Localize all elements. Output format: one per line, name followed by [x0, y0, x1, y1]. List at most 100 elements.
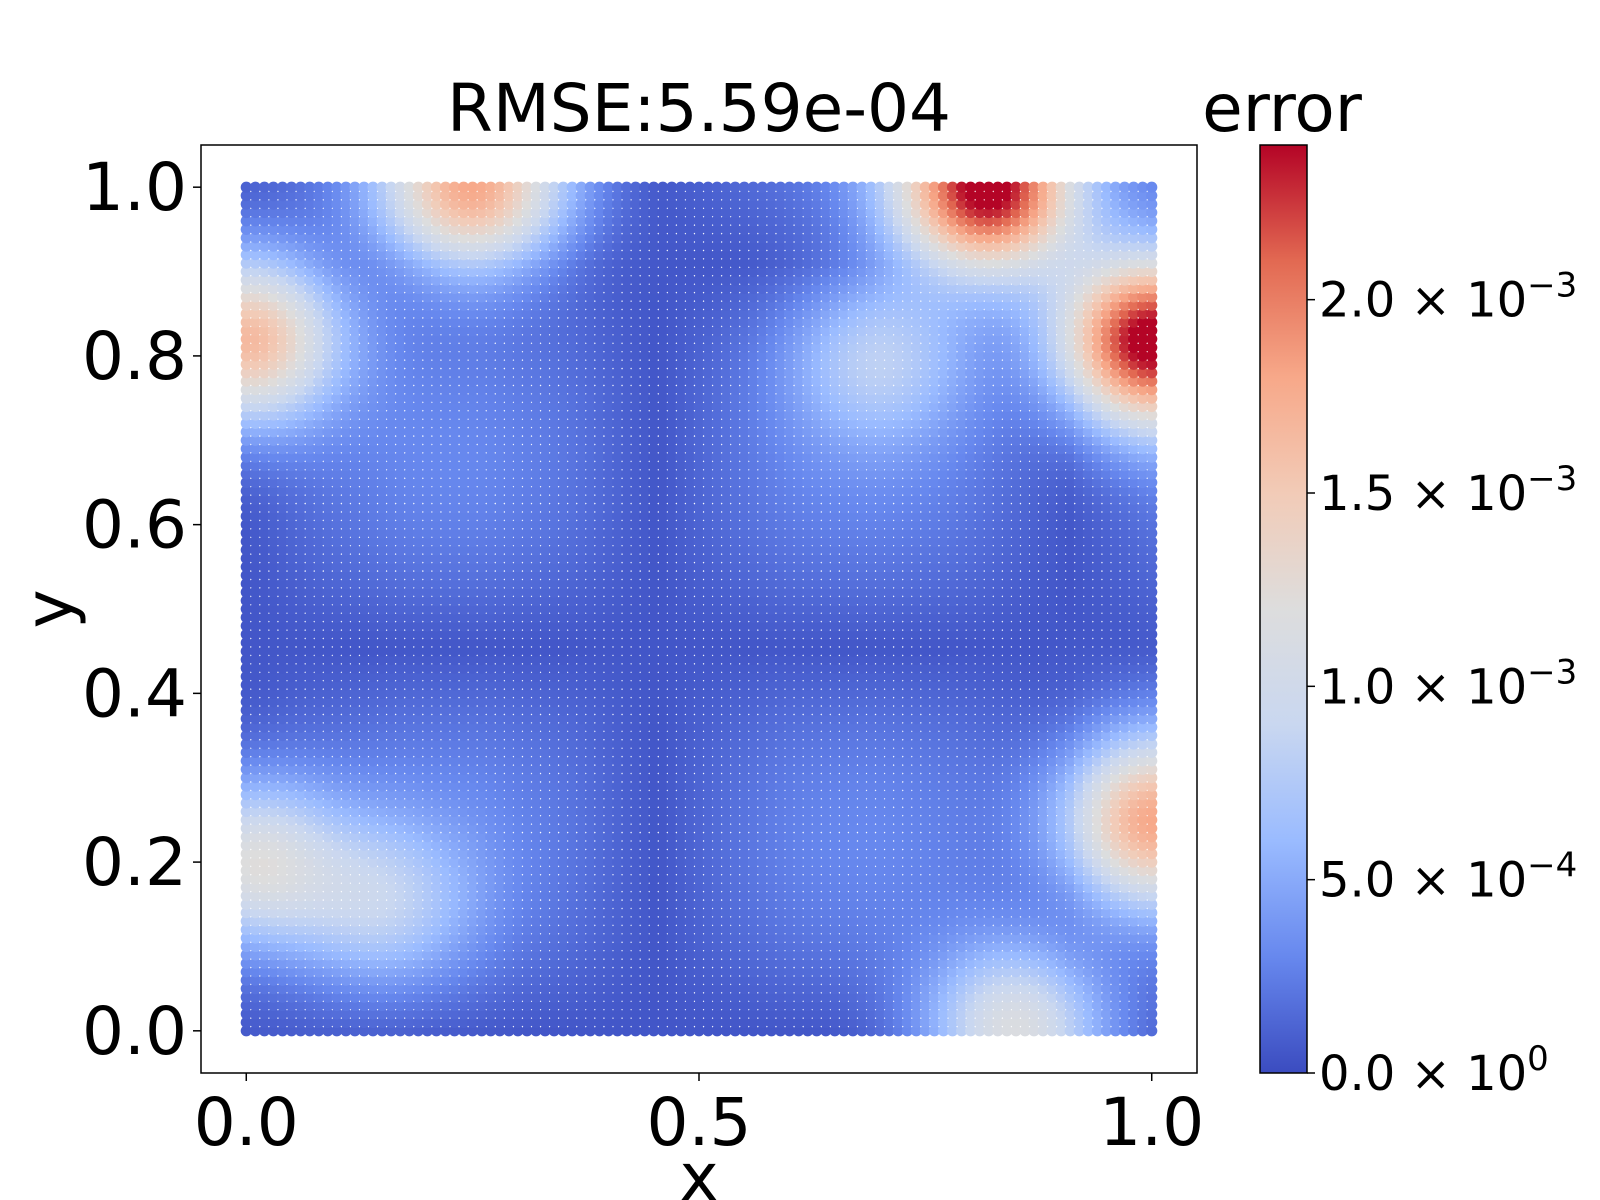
- scatter-point: [747, 1008, 759, 1020]
- scatter-point: [774, 1008, 787, 1020]
- scatter-point: [829, 999, 841, 1012]
- scatter-point: [602, 982, 615, 995]
- scatter-point: [593, 991, 606, 1003]
- scatter-point: [1046, 949, 1058, 961]
- scatter-point: [575, 966, 587, 978]
- scatter-point: [602, 940, 615, 953]
- scatter-point: [466, 1025, 479, 1037]
- scatter-point: [340, 1025, 352, 1037]
- scatter-point: [974, 991, 986, 1003]
- scatter-point: [811, 974, 823, 986]
- scatter-point: [249, 949, 261, 961]
- scatter-point: [820, 957, 832, 969]
- scatter-point: [802, 1008, 814, 1020]
- scatter-point: [358, 991, 370, 1003]
- scatter-point: [494, 974, 506, 986]
- scatter-point: [648, 957, 660, 969]
- scatter-point: [811, 1016, 823, 1029]
- scatter-point: [412, 974, 424, 986]
- scatter-point: [1137, 966, 1149, 978]
- scatter-point: [539, 1016, 551, 1029]
- scatter-point: [702, 974, 714, 986]
- scatter-point: [738, 1008, 750, 1020]
- scatter-point: [494, 1016, 506, 1029]
- scatter-point: [937, 991, 950, 1003]
- scatter-point: [1127, 991, 1140, 1003]
- scatter-point: [294, 1016, 307, 1029]
- scatter-point: [946, 1008, 959, 1020]
- scatter-point: [829, 991, 841, 1003]
- scatter-point: [783, 949, 796, 961]
- scatter-point: [1091, 949, 1104, 961]
- scatter-point: [276, 966, 289, 978]
- scatter-point: [313, 1008, 325, 1020]
- scatter-point: [466, 982, 479, 995]
- scatter-point: [720, 1016, 732, 1029]
- scatter-point: [285, 957, 298, 969]
- scatter-point: [258, 940, 271, 953]
- scatter-point: [666, 1025, 678, 1037]
- scatter-point: [322, 940, 334, 953]
- scatter-point: [1100, 1016, 1113, 1029]
- scatter-point: [1019, 999, 1031, 1012]
- scatter-point: [476, 974, 488, 986]
- scatter-point: [639, 999, 651, 1012]
- scatter-point: [684, 1008, 696, 1020]
- scatter-point: [992, 1008, 1004, 1020]
- scatter-point: [611, 974, 624, 986]
- scatter-point: [439, 966, 452, 978]
- scatter-point: [503, 1008, 515, 1020]
- scatter-point: [530, 940, 542, 953]
- scatter-point: [711, 957, 723, 969]
- scatter-point: [367, 940, 379, 953]
- scatter-point: [611, 1008, 624, 1020]
- scatter-point: [892, 966, 904, 978]
- scatter-point: [946, 949, 959, 961]
- scatter-point: [648, 1008, 660, 1020]
- scatter-point: [358, 1025, 370, 1037]
- scatter-point: [648, 1025, 660, 1037]
- scatter-point: [476, 1008, 488, 1020]
- scatter-point: [657, 974, 669, 986]
- scatter-point: [910, 966, 922, 978]
- scatter-point: [249, 991, 261, 1003]
- scatter-point: [304, 957, 316, 969]
- scatter-point: [1137, 957, 1149, 969]
- scatter-point: [792, 991, 805, 1003]
- scatter-point: [847, 1008, 859, 1020]
- scatter-point: [1109, 949, 1122, 961]
- scatter-point: [376, 949, 388, 961]
- scatter-point: [901, 966, 913, 978]
- scatter-point: [593, 999, 606, 1012]
- scatter-point: [313, 1025, 325, 1037]
- scatter-point: [792, 957, 805, 969]
- scatter-point: [367, 966, 379, 978]
- scatter-point: [611, 999, 624, 1012]
- scatter-point: [720, 940, 732, 953]
- scatter-point: [503, 991, 515, 1003]
- scatter-point: [313, 982, 325, 995]
- scatter-point: [385, 966, 397, 978]
- scatter-point: [1028, 982, 1040, 995]
- scatter-point: [503, 957, 515, 969]
- scatter-point: [992, 982, 1004, 995]
- scatter-point: [439, 1016, 452, 1029]
- scatter-point: [820, 982, 832, 995]
- scatter-point: [457, 1025, 470, 1037]
- scatter-point: [974, 1025, 986, 1037]
- scatter-point: [394, 974, 406, 986]
- scatter-point: [448, 940, 461, 953]
- scatter-point: [629, 999, 642, 1012]
- scatter-point: [874, 974, 886, 986]
- scatter-point: [639, 1008, 651, 1020]
- scatter-point: [349, 999, 361, 1012]
- scatter-point: [566, 974, 578, 986]
- scatter-point: [439, 957, 452, 969]
- scatter-point: [267, 999, 280, 1012]
- scatter-point: [1146, 1008, 1158, 1020]
- scatter-point: [421, 1008, 434, 1020]
- scatter-point: [974, 982, 986, 995]
- scatter-point: [521, 966, 533, 978]
- scatter-point: [503, 949, 515, 961]
- scatter-point: [503, 940, 515, 953]
